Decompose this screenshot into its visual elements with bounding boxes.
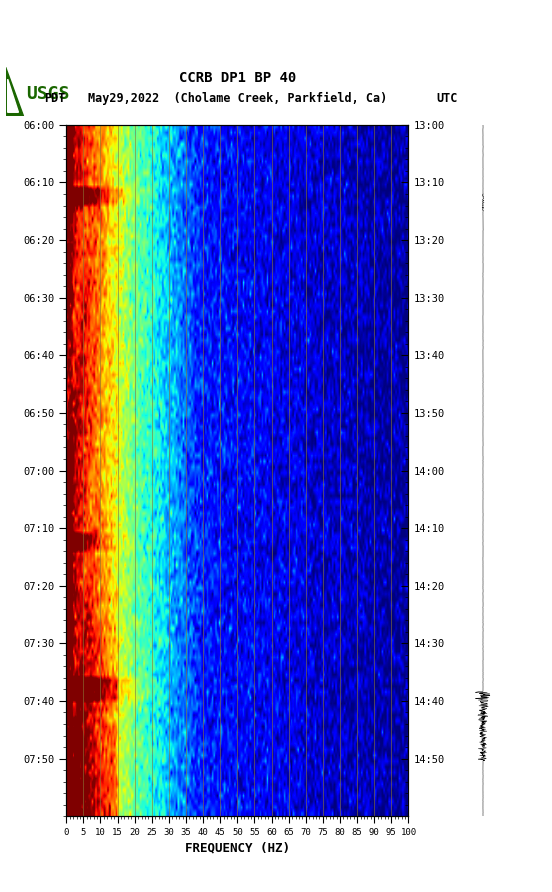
Text: UTC: UTC	[437, 92, 458, 105]
X-axis label: FREQUENCY (HZ): FREQUENCY (HZ)	[185, 841, 290, 855]
Text: PDT: PDT	[44, 92, 66, 105]
Polygon shape	[8, 79, 18, 112]
Polygon shape	[6, 67, 23, 116]
Text: CCRB DP1 BP 40: CCRB DP1 BP 40	[179, 70, 296, 85]
Text: USGS: USGS	[26, 85, 70, 103]
Text: May29,2022  (Cholame Creek, Parkfield, Ca): May29,2022 (Cholame Creek, Parkfield, Ca…	[88, 92, 387, 105]
